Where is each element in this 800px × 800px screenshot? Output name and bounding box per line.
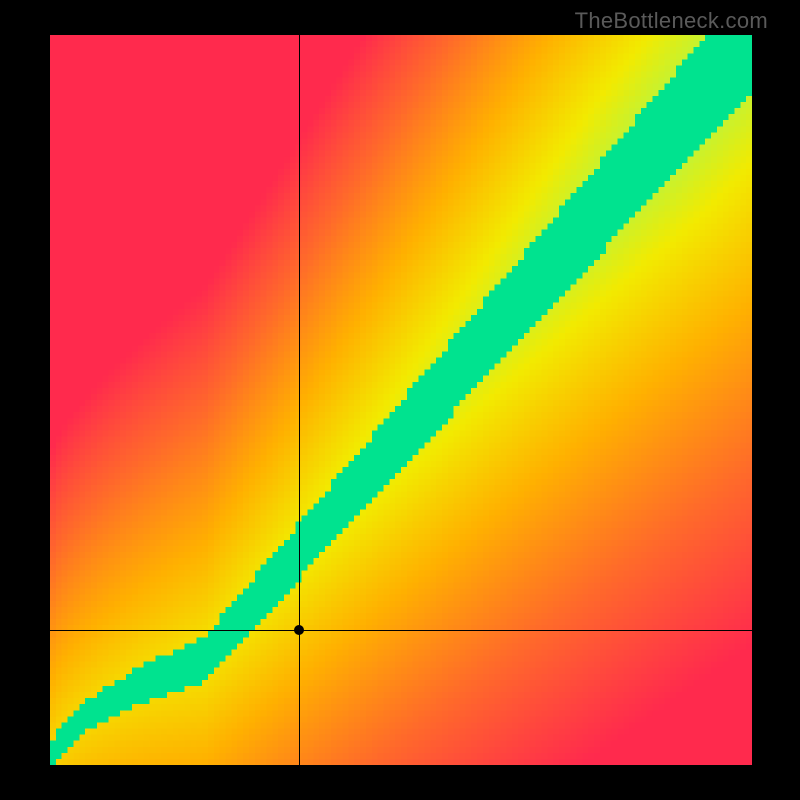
- data-point-marker: [294, 625, 304, 635]
- crosshair-horizontal: [50, 630, 752, 631]
- watermark-text: TheBottleneck.com: [575, 8, 768, 34]
- heatmap-plot: [50, 35, 752, 765]
- crosshair-vertical: [299, 35, 300, 765]
- chart-container: TheBottleneck.com: [0, 0, 800, 800]
- heatmap-canvas: [50, 35, 752, 765]
